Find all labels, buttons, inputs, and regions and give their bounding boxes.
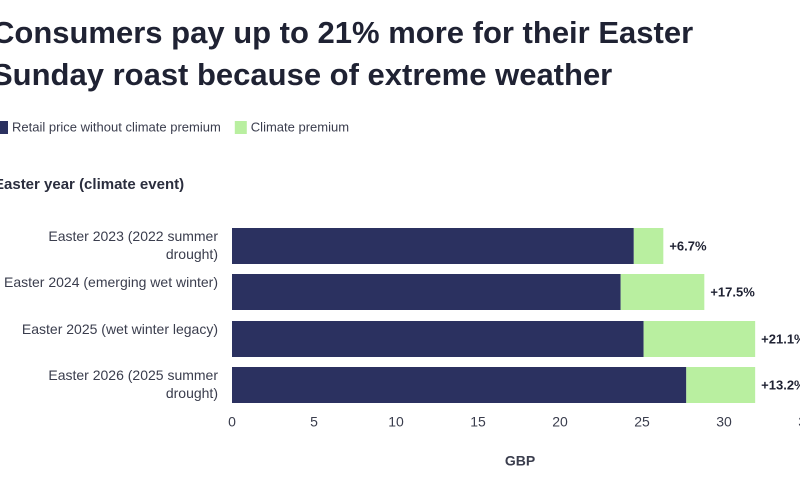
bar-segment — [620, 274, 705, 310]
x-tick-label: 15 — [470, 414, 486, 430]
annotation: +6.7% — [669, 238, 707, 253]
x-tick-label: 10 — [388, 414, 404, 430]
bar-segment — [686, 367, 756, 403]
legend-swatch — [0, 121, 8, 134]
bar-segment — [232, 274, 621, 310]
bar-segment — [232, 228, 634, 264]
bar-segment — [232, 367, 687, 403]
bar-segment — [643, 321, 756, 357]
x-tick-label: 0 — [228, 414, 236, 430]
annotation: +21.1% — [761, 331, 800, 346]
y-tick-label: Easter 2025 (wet winter legacy) — [21, 321, 218, 337]
x-tick-label: 25 — [634, 414, 650, 430]
legend-label: Retail price without climate premium — [12, 119, 221, 134]
x-tick-label: 20 — [552, 414, 568, 430]
x-axis-title: GBP — [505, 453, 535, 469]
annotation: +17.5% — [710, 284, 755, 299]
y-tick-label: Easter 2024 (emerging wet winter) — [4, 274, 218, 290]
x-tick-label: 35 — [798, 414, 800, 430]
legend-label: Climate premium — [251, 119, 349, 134]
y-tick-label: Easter 2026 (2025 summer drought) — [48, 367, 218, 401]
bar-segment — [633, 228, 664, 264]
annotation: +13.2% — [761, 377, 800, 392]
legend-swatch — [234, 121, 247, 134]
x-tick-label: 5 — [310, 414, 318, 430]
category-axis-title: Easter year (climate event) — [0, 176, 185, 193]
x-tick-label: 30 — [716, 414, 732, 430]
bar-segment — [232, 321, 644, 357]
chart-title: Consumers pay up to 21% more for their E… — [0, 15, 694, 92]
y-tick-label: Easter 2023 (2022 summer drought) — [48, 228, 218, 262]
